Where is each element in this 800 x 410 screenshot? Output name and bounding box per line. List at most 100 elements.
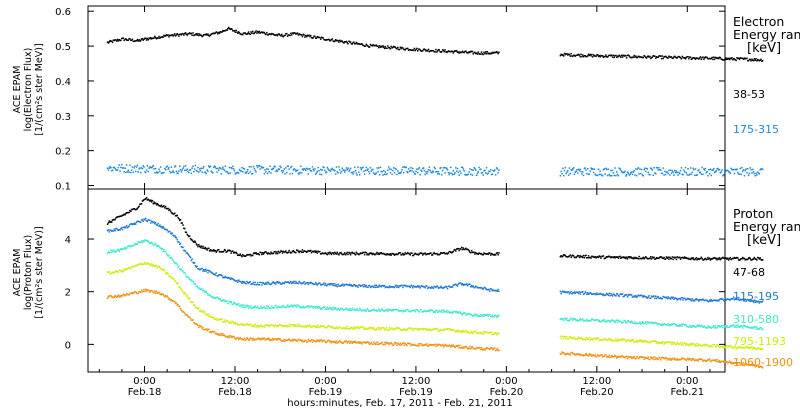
data-point [727, 171, 730, 173]
data-point [719, 298, 722, 300]
data-point [578, 256, 581, 259]
data-point [262, 282, 265, 284]
data-point [582, 355, 585, 357]
data-point [752, 171, 755, 173]
data-point [353, 341, 355, 343]
data-point [490, 315, 492, 318]
data-point [240, 170, 242, 172]
data-point [155, 171, 158, 173]
data-point [461, 331, 464, 334]
data-point [280, 35, 282, 37]
data-point [448, 328, 450, 330]
data-point [390, 286, 392, 288]
data-point [601, 255, 604, 258]
data-point [723, 174, 725, 176]
data-point [352, 252, 354, 255]
data-point [587, 320, 590, 322]
data-point [259, 281, 261, 284]
data-point [412, 254, 414, 257]
data-point [489, 348, 491, 350]
data-point [560, 317, 562, 320]
data-point [580, 354, 582, 356]
data-point [355, 251, 358, 254]
data-point [242, 338, 244, 341]
data-point [355, 284, 358, 287]
data-point [699, 56, 702, 58]
data-point [757, 300, 760, 303]
data-point [402, 329, 405, 331]
data-point [656, 167, 659, 169]
data-point [339, 285, 342, 287]
data-point [120, 215, 122, 217]
data-point [252, 306, 255, 308]
data-point [135, 243, 138, 245]
data-point [663, 323, 665, 325]
data-point [134, 291, 136, 293]
data-point [168, 298, 170, 301]
data-point [375, 252, 377, 255]
data-point [269, 33, 271, 35]
data-point [197, 286, 199, 289]
data-point [601, 174, 604, 177]
data-point [380, 327, 382, 330]
data-point [689, 298, 691, 301]
data-point [165, 34, 168, 36]
data-point [415, 344, 417, 347]
data-point [277, 337, 280, 340]
data-point [569, 55, 572, 57]
data-point [584, 291, 586, 293]
data-point [158, 265, 160, 268]
data-point [699, 344, 702, 346]
data-point [467, 347, 470, 349]
data-point [577, 292, 580, 295]
data-point [145, 290, 148, 292]
data-point [477, 287, 479, 289]
data-point [454, 172, 456, 174]
data-point [576, 319, 578, 321]
data-point [469, 283, 471, 286]
data-point [723, 299, 726, 302]
data-point [204, 328, 207, 330]
data-point [467, 248, 470, 251]
data-point [645, 321, 647, 323]
data-point [710, 174, 712, 177]
data-point [441, 287, 444, 289]
data-point [444, 343, 446, 346]
data-point [138, 39, 140, 41]
data-point [209, 249, 212, 251]
data-point [707, 175, 709, 177]
data-point [218, 169, 220, 171]
data-point [115, 39, 117, 41]
data-point [122, 248, 125, 251]
data-point [205, 270, 207, 272]
data-point [324, 282, 327, 285]
data-point [126, 39, 129, 41]
data-point [122, 167, 125, 169]
data-point [247, 169, 249, 171]
data-point [300, 306, 303, 309]
data-point [282, 325, 285, 327]
data-point [208, 313, 211, 316]
data-point [596, 293, 599, 296]
data-point [211, 330, 213, 333]
data-point [708, 257, 711, 259]
data-point [643, 168, 645, 171]
data-point [120, 248, 122, 250]
data-point [435, 286, 437, 289]
data-point [334, 327, 336, 330]
data-point [687, 168, 689, 170]
data-point [617, 175, 620, 177]
data-point [392, 344, 394, 346]
data-point [384, 253, 387, 256]
data-point [298, 305, 300, 308]
data-point [310, 36, 313, 39]
data-point [385, 309, 387, 311]
data-point [351, 285, 353, 287]
data-point [140, 263, 142, 266]
data-point [198, 326, 200, 329]
data-point [719, 346, 722, 348]
data-point [205, 313, 207, 316]
data-point [756, 348, 758, 350]
data-point [441, 344, 444, 346]
data-point [152, 165, 154, 167]
